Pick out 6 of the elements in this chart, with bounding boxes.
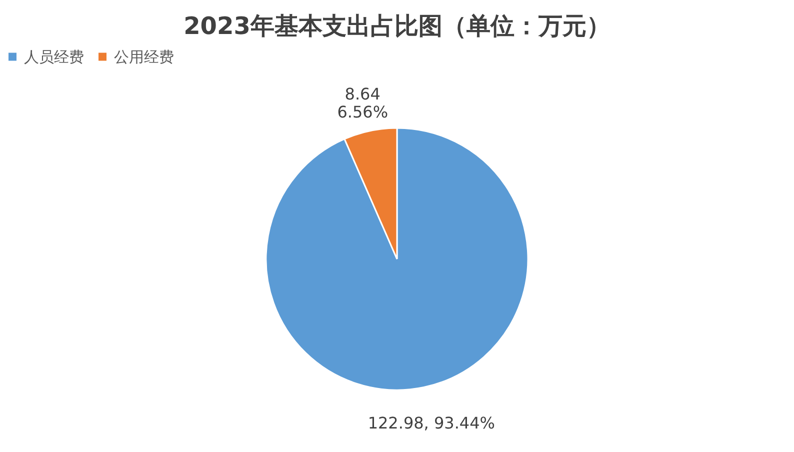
data-label: 122.98, 93.44% [368,413,495,432]
data-label: 8.64 6.56% [337,84,388,122]
legend-label: 人员经费 [24,48,84,66]
chart-title: 2023年基本支出占比图（单位：万元） [184,12,610,40]
legend-label: 公用经费 [114,48,174,66]
pie-slice [265,127,529,391]
